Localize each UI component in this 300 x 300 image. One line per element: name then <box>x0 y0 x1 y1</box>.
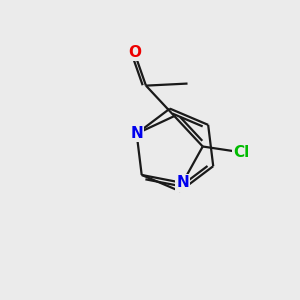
Text: N: N <box>130 126 143 141</box>
Text: N: N <box>176 176 189 190</box>
Text: Cl: Cl <box>234 145 250 160</box>
Text: O: O <box>128 45 141 60</box>
